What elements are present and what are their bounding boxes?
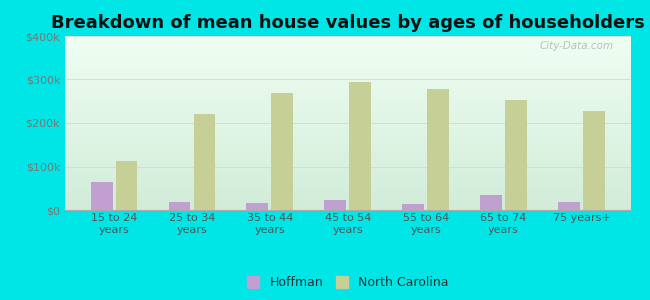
Title: Breakdown of mean house values by ages of householders: Breakdown of mean house values by ages o… xyxy=(51,14,645,32)
Bar xyxy=(168,202,190,210)
Text: City-Data.com: City-Data.com xyxy=(540,41,614,51)
Bar xyxy=(194,114,215,210)
Bar xyxy=(505,100,527,210)
Bar xyxy=(558,202,580,210)
Bar xyxy=(324,200,346,210)
Legend: Hoffman, North Carolina: Hoffman, North Carolina xyxy=(242,271,454,294)
Bar xyxy=(402,204,424,210)
Bar xyxy=(272,92,293,210)
Bar xyxy=(480,195,502,210)
Bar xyxy=(246,203,268,210)
Bar xyxy=(349,82,371,210)
Bar xyxy=(583,111,605,210)
Bar xyxy=(91,182,112,210)
Bar xyxy=(116,161,137,210)
Bar xyxy=(427,89,449,210)
